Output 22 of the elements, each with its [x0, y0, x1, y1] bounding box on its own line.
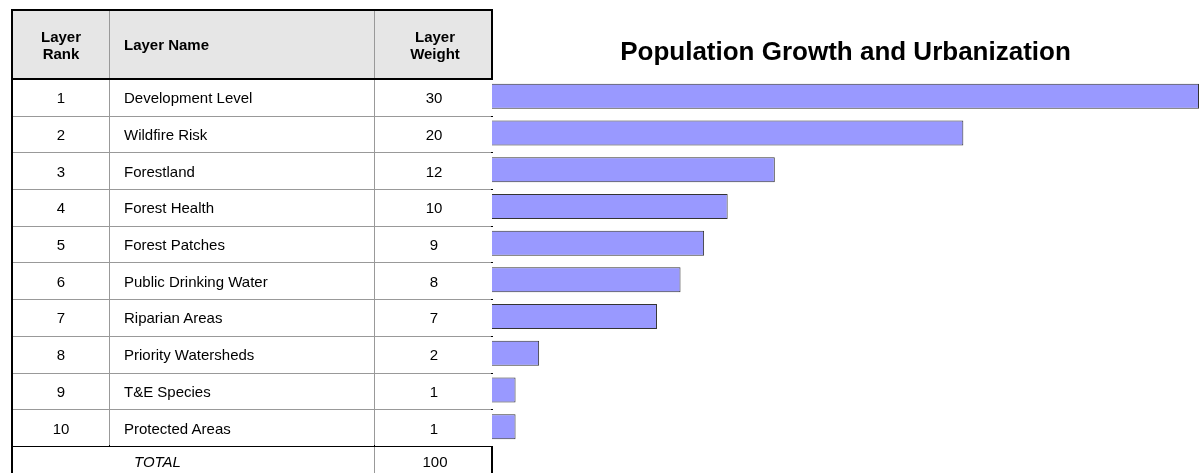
data-label: 7: [375, 300, 493, 336]
y-tick-label: Protected Areas: [110, 410, 374, 446]
data-label: 30: [375, 80, 493, 116]
y-tick-label: Forest Health: [110, 190, 374, 226]
y-tick-label: Wildfire Risk: [110, 116, 374, 153]
y-tick-label: Riparian Areas: [110, 300, 374, 336]
chart-title: Population Growth and Urbanization: [619, 36, 1072, 67]
data-label: 20: [375, 116, 493, 153]
y-tick-label: Priority Watersheds: [110, 336, 374, 373]
value-table: Layer Rank Layer Name Layer Weight 1 Development Level 30 2 Wildfire Risk 20 3 Forestland 12 4 Forest Health 10 5 Forest Patches 9 6 Public Drinking Water 8 7 Riparian Areas 7 8 Priority Watersheds 2 9 T&E Species 1 10 Protected Areas 1 TOTAL 100: [11, 9, 493, 473]
data-label: 1: [375, 410, 493, 446]
y-tick-label: T&E Species: [110, 373, 374, 410]
data-label: 10: [375, 190, 493, 226]
data-label: 1: [375, 373, 493, 410]
y-tick-label: Forest Patches: [110, 226, 374, 263]
data-label: 2: [375, 336, 493, 373]
y-tick-label: Forestland: [110, 153, 374, 190]
y-tick-label: Development Level: [110, 80, 374, 116]
data-label: 9: [375, 226, 493, 263]
y-tick-label: Public Drinking Water: [110, 263, 374, 300]
data-label: 12: [375, 153, 493, 190]
data-label: 8: [375, 263, 493, 300]
